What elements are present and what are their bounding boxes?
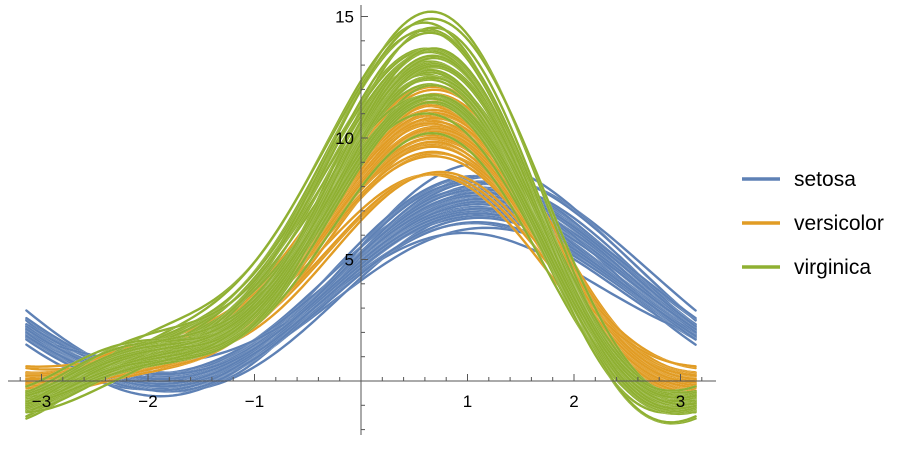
x-tick-label: −3 xyxy=(32,392,51,411)
x-tick-label: 3 xyxy=(676,392,685,411)
y-tick-label: 5 xyxy=(345,251,354,270)
x-tick-label: −2 xyxy=(138,392,157,411)
legend-item-versicolor: versicolor xyxy=(742,212,884,235)
axes-layer: −3 −2 −1 1 2 3 5 10 15 xyxy=(8,5,716,435)
legend-item-setosa: setosa xyxy=(742,168,856,191)
legend: setosa versicolor virginica xyxy=(742,168,884,279)
y-tick-label: 10 xyxy=(335,129,354,148)
legend-label: versicolor xyxy=(794,212,884,235)
legend-item-virginica: virginica xyxy=(742,256,871,279)
x-tick-label: 2 xyxy=(569,392,578,411)
legend-label: virginica xyxy=(794,256,871,279)
x-tick-label: −1 xyxy=(245,392,264,411)
x-tick-label: 1 xyxy=(463,392,472,411)
legend-label: setosa xyxy=(794,168,856,191)
y-tick-label: 15 xyxy=(335,8,354,27)
